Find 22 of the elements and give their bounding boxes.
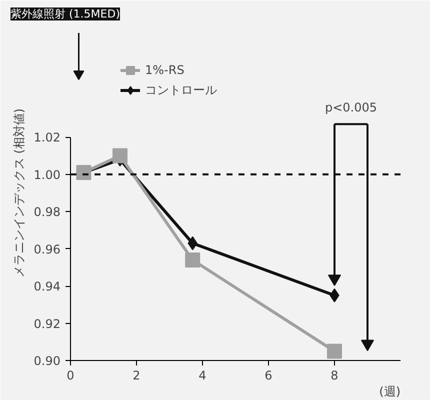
y-tick-label: 0.92 [34,316,60,331]
x-tick-label: 4 [198,368,206,382]
x-tick-label: 0 [66,368,74,382]
point [112,148,128,164]
point [76,165,92,180]
point [185,252,200,268]
legend-label: 1%-RS [145,63,184,77]
y-tick-label: 0.98 [34,205,60,220]
x-axis-title: (週) [379,384,401,398]
point [327,344,342,359]
y-axis-title: メラニンインデックス (相対値) [12,108,26,278]
y-tick-label: 0.96 [34,242,60,256]
text: 紫外線照射 (1.5MED) [10,8,120,20]
y-tick-label: 0.94 [34,280,60,294]
x-tick-label: 6 [264,368,272,382]
annotation: p<0.005 [324,100,378,114]
y-tick-label: 0.90 [34,354,60,368]
legend-label: コントロール [145,82,217,98]
y-tick-label: 1.00 [34,168,60,182]
x-tick-label: 8 [330,368,338,382]
y-tick-label: 1.02 [34,130,60,145]
x-tick-label: 2 [132,368,140,382]
